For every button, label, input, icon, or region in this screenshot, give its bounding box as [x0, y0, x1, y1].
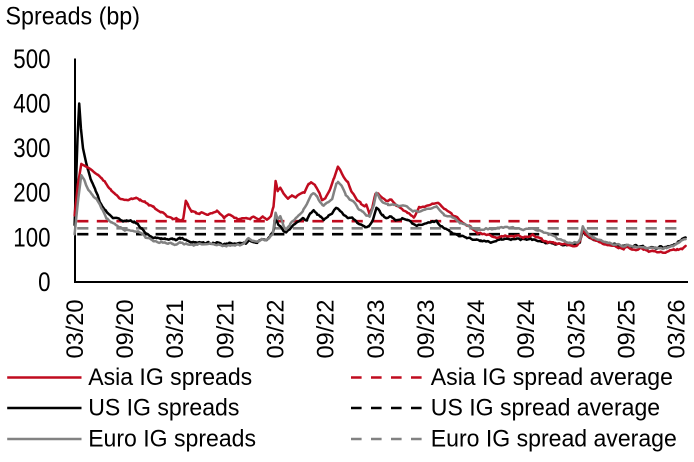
svg-text:03/22: 03/22: [263, 300, 290, 359]
svg-text:03/23: 03/23: [363, 300, 390, 359]
svg-text:Euro IG spreads: Euro IG spreads: [88, 426, 256, 453]
svg-text:09/21: 09/21: [212, 300, 239, 359]
svg-text:09/25: 09/25: [614, 300, 641, 359]
svg-text:0: 0: [38, 267, 50, 297]
svg-text:09/20: 09/20: [112, 300, 139, 359]
svg-text:03/24: 03/24: [463, 300, 490, 359]
svg-text:03/21: 03/21: [162, 300, 189, 359]
svg-text:Spreads (bp): Spreads (bp): [6, 3, 141, 31]
svg-text:Asia IG spread average: Asia IG spread average: [431, 364, 673, 391]
svg-text:US IG spread average: US IG spread average: [431, 395, 660, 422]
svg-text:Asia IG spreads: Asia IG spreads: [88, 364, 252, 391]
svg-text:200: 200: [13, 178, 50, 208]
svg-text:09/23: 09/23: [413, 300, 440, 359]
svg-text:03/26: 03/26: [664, 300, 691, 359]
svg-text:400: 400: [13, 89, 50, 119]
svg-text:03/25: 03/25: [563, 300, 590, 359]
svg-text:500: 500: [13, 44, 50, 74]
svg-text:03/20: 03/20: [62, 300, 89, 359]
svg-text:300: 300: [13, 133, 50, 163]
svg-text:09/24: 09/24: [513, 300, 540, 359]
svg-text:Euro IG spread average: Euro IG spread average: [431, 426, 677, 453]
svg-text:100: 100: [13, 222, 50, 252]
svg-text:09/22: 09/22: [313, 300, 340, 359]
svg-text:US IG spreads: US IG spreads: [88, 395, 239, 422]
